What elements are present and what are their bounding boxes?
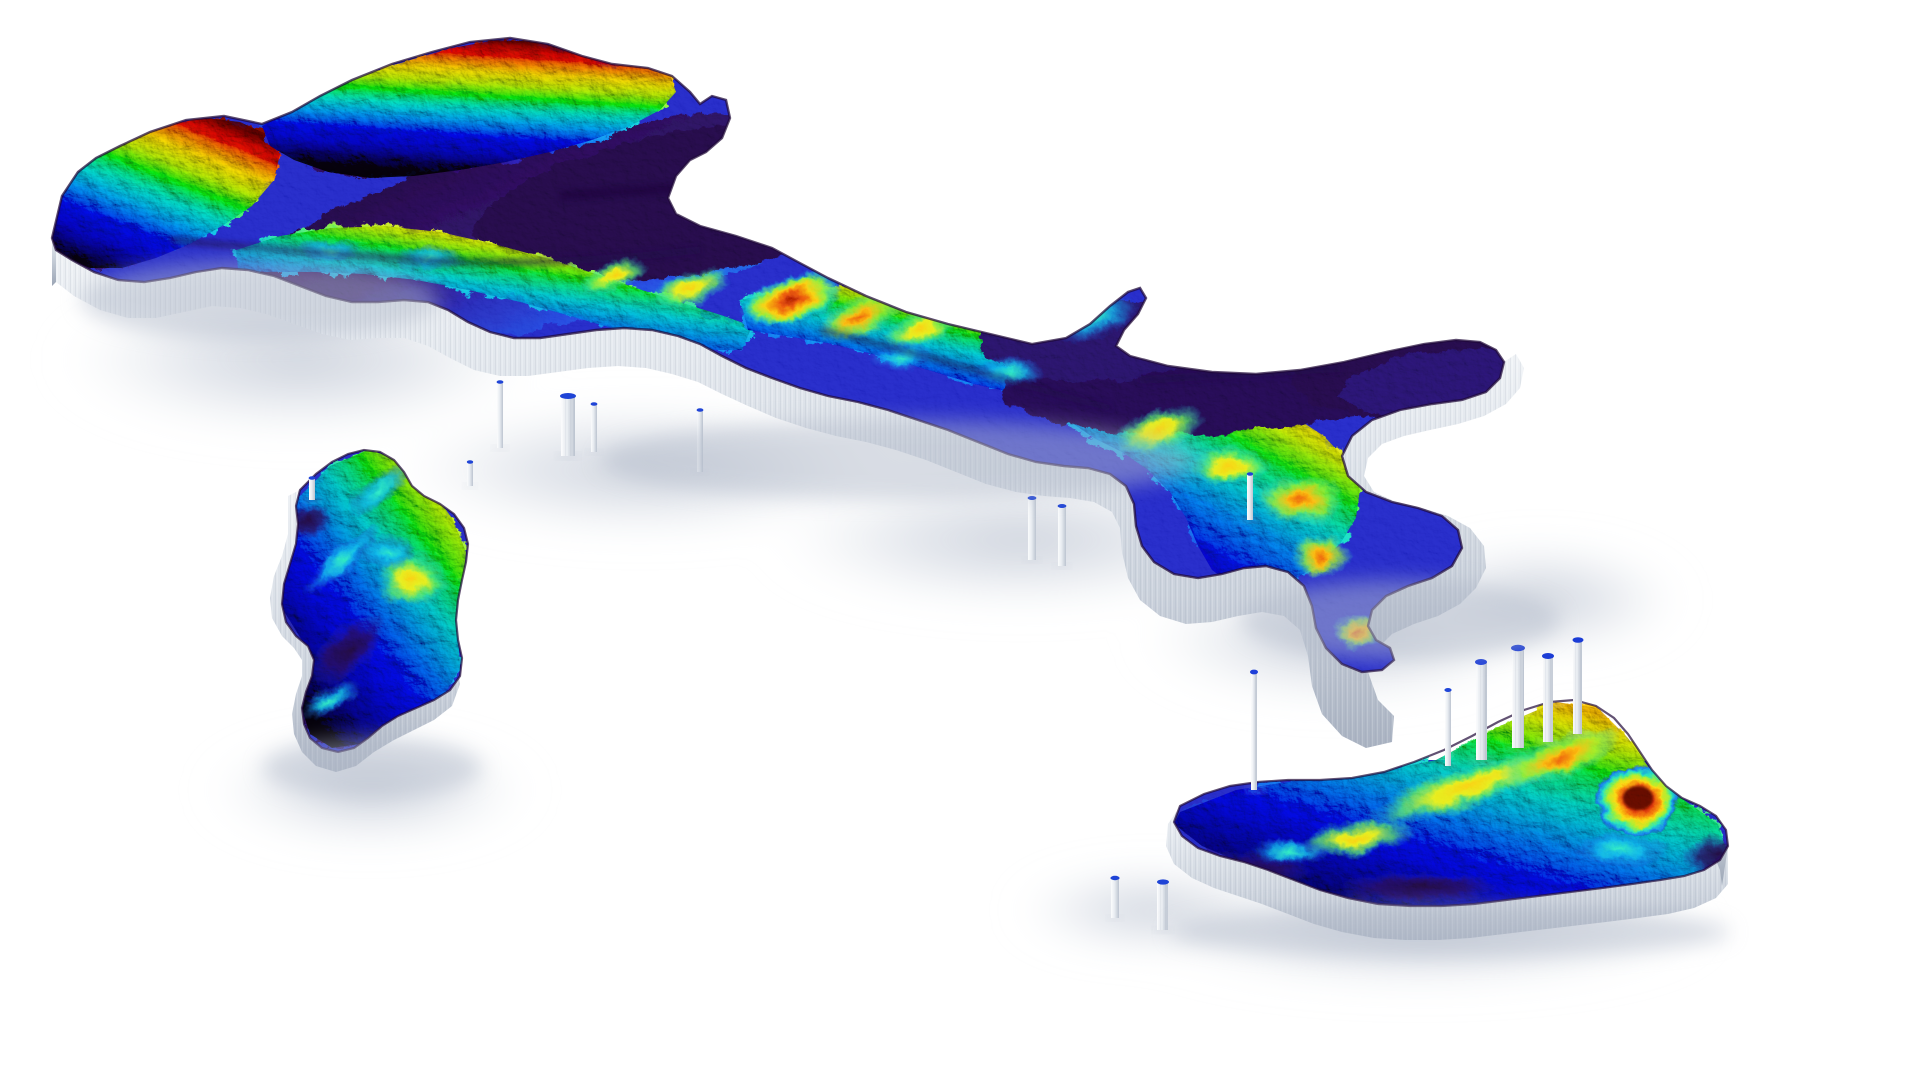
pontine-campanian-islands [1023, 472, 1258, 569]
island-pillars [304, 380, 1588, 934]
sicily [1166, 698, 1730, 940]
egadi-pelagie-islands [1107, 875, 1173, 934]
aeolian-islands [1246, 637, 1588, 794]
sardinia-satellite-islands [304, 460, 477, 503]
contact-shadows [80, 260, 1730, 958]
mainland-wall-east-striations [1342, 354, 1524, 668]
sardinia-coastline [280, 448, 470, 754]
mainland-coastline [50, 36, 1506, 674]
sicily-coastline [1172, 698, 1730, 908]
